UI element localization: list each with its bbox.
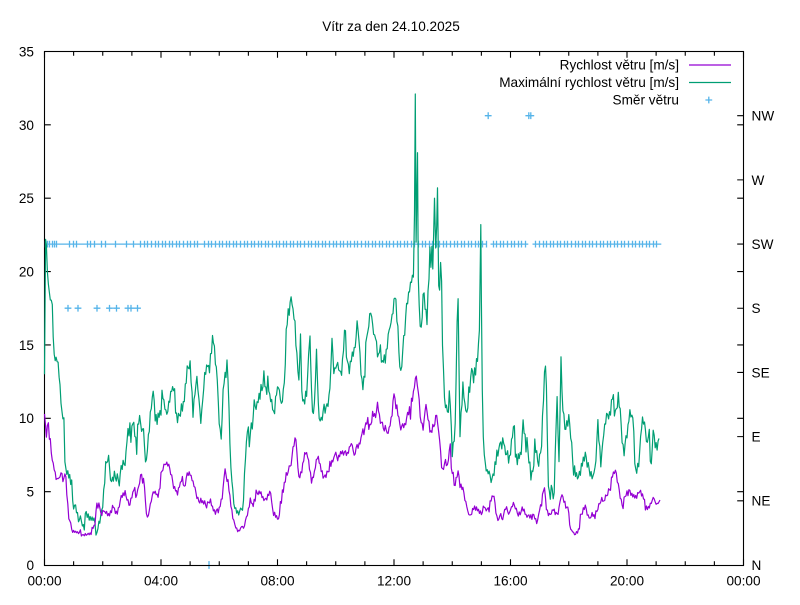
svg-text:08:00: 08:00 (260, 573, 294, 588)
svg-text:5: 5 (26, 485, 34, 500)
svg-text:15: 15 (19, 338, 34, 353)
svg-text:S: S (752, 301, 761, 316)
svg-text:00:00: 00:00 (27, 573, 61, 588)
svg-text:Směr větru: Směr větru (613, 92, 679, 107)
svg-text:10: 10 (19, 411, 35, 426)
svg-text:NW: NW (752, 109, 775, 124)
svg-text:W: W (752, 173, 765, 188)
svg-text:20: 20 (19, 265, 35, 280)
svg-text:00:00: 00:00 (726, 573, 760, 588)
svg-text:30: 30 (19, 118, 35, 133)
svg-text:SE: SE (752, 365, 770, 380)
svg-text:04:00: 04:00 (144, 573, 178, 588)
svg-text:N: N (752, 558, 762, 573)
svg-text:12:00: 12:00 (377, 573, 411, 588)
svg-text:25: 25 (19, 191, 34, 206)
svg-text:Rychlost větru [m/s]: Rychlost větru [m/s] (560, 57, 679, 72)
svg-text:16:00: 16:00 (493, 573, 527, 588)
svg-text:Maximální rychlost větru [m/s]: Maximální rychlost větru [m/s] (499, 75, 679, 90)
svg-text:E: E (752, 430, 761, 445)
svg-text:NE: NE (752, 494, 771, 509)
svg-text:0: 0 (26, 558, 34, 573)
svg-text:SW: SW (752, 237, 774, 252)
svg-text:35: 35 (19, 44, 34, 59)
svg-text:Vítr za den 24.10.2025: Vítr za den 24.10.2025 (322, 19, 460, 34)
svg-text:20:00: 20:00 (610, 573, 644, 588)
